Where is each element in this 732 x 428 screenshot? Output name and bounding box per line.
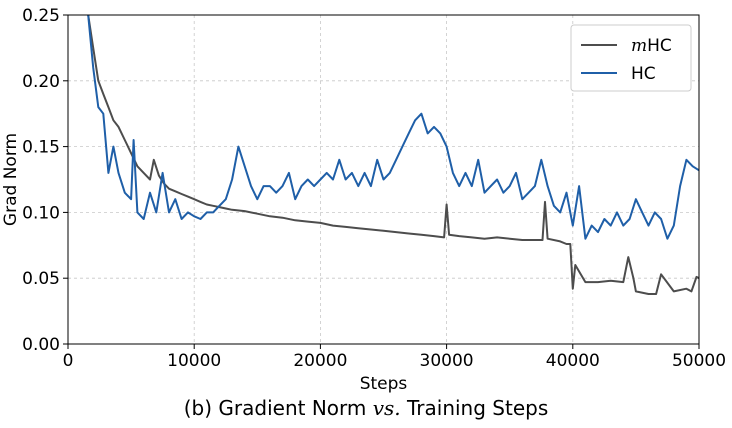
y-tick-label: 0.25	[22, 6, 60, 26]
y-axis-label: Grad Norm	[1, 133, 21, 226]
y-tick-label: 0.05	[22, 269, 60, 289]
y-tick-label: 0.20	[22, 72, 60, 92]
x-tick-label: 20000	[293, 351, 347, 371]
x-tick-label: 40000	[546, 351, 600, 371]
legend-label-hc: HC	[631, 64, 656, 84]
x-axis-ticks: 0 10000 20000 30000 40000 50000	[63, 344, 726, 371]
legend-box	[570, 24, 692, 92]
y-tick-label: 0.00	[22, 335, 60, 355]
plot-frame	[67, 14, 700, 345]
legend: mHC HC	[570, 24, 692, 92]
x-tick-label: 50000	[672, 351, 726, 371]
y-axis-ticks: 0.00 0.05 0.10 0.15 0.20 0.25	[22, 6, 68, 355]
series-line-mhc	[87, 14, 700, 295]
caption-prefix: (b) Gradient Norm	[183, 396, 373, 420]
caption-vs: vs.	[372, 396, 401, 420]
gradient-norm-chart: 0 10000 20000 30000 40000 50000 0.000.050.100…	[1, 6, 726, 394]
caption-suffix: Training Steps	[400, 396, 549, 420]
legend-label-mhc: mHC	[631, 36, 672, 56]
figure-caption: (b) Gradient Norm vs. Training Steps	[0, 396, 732, 420]
series-lines	[87, 14, 700, 295]
series-line-hc	[87, 14, 700, 240]
x-tick-label: 10000	[167, 351, 221, 371]
x-tick-label: 30000	[420, 351, 474, 371]
legend-label-mhc-suffix: HC	[647, 36, 672, 56]
y-tick-label: 0.15	[22, 138, 60, 158]
x-tick-label: 0	[63, 351, 74, 371]
y-tick-label: 0.10	[22, 203, 60, 223]
legend-label-mhc-prefix: m	[631, 36, 647, 56]
x-axis-label: Steps	[360, 374, 408, 394]
